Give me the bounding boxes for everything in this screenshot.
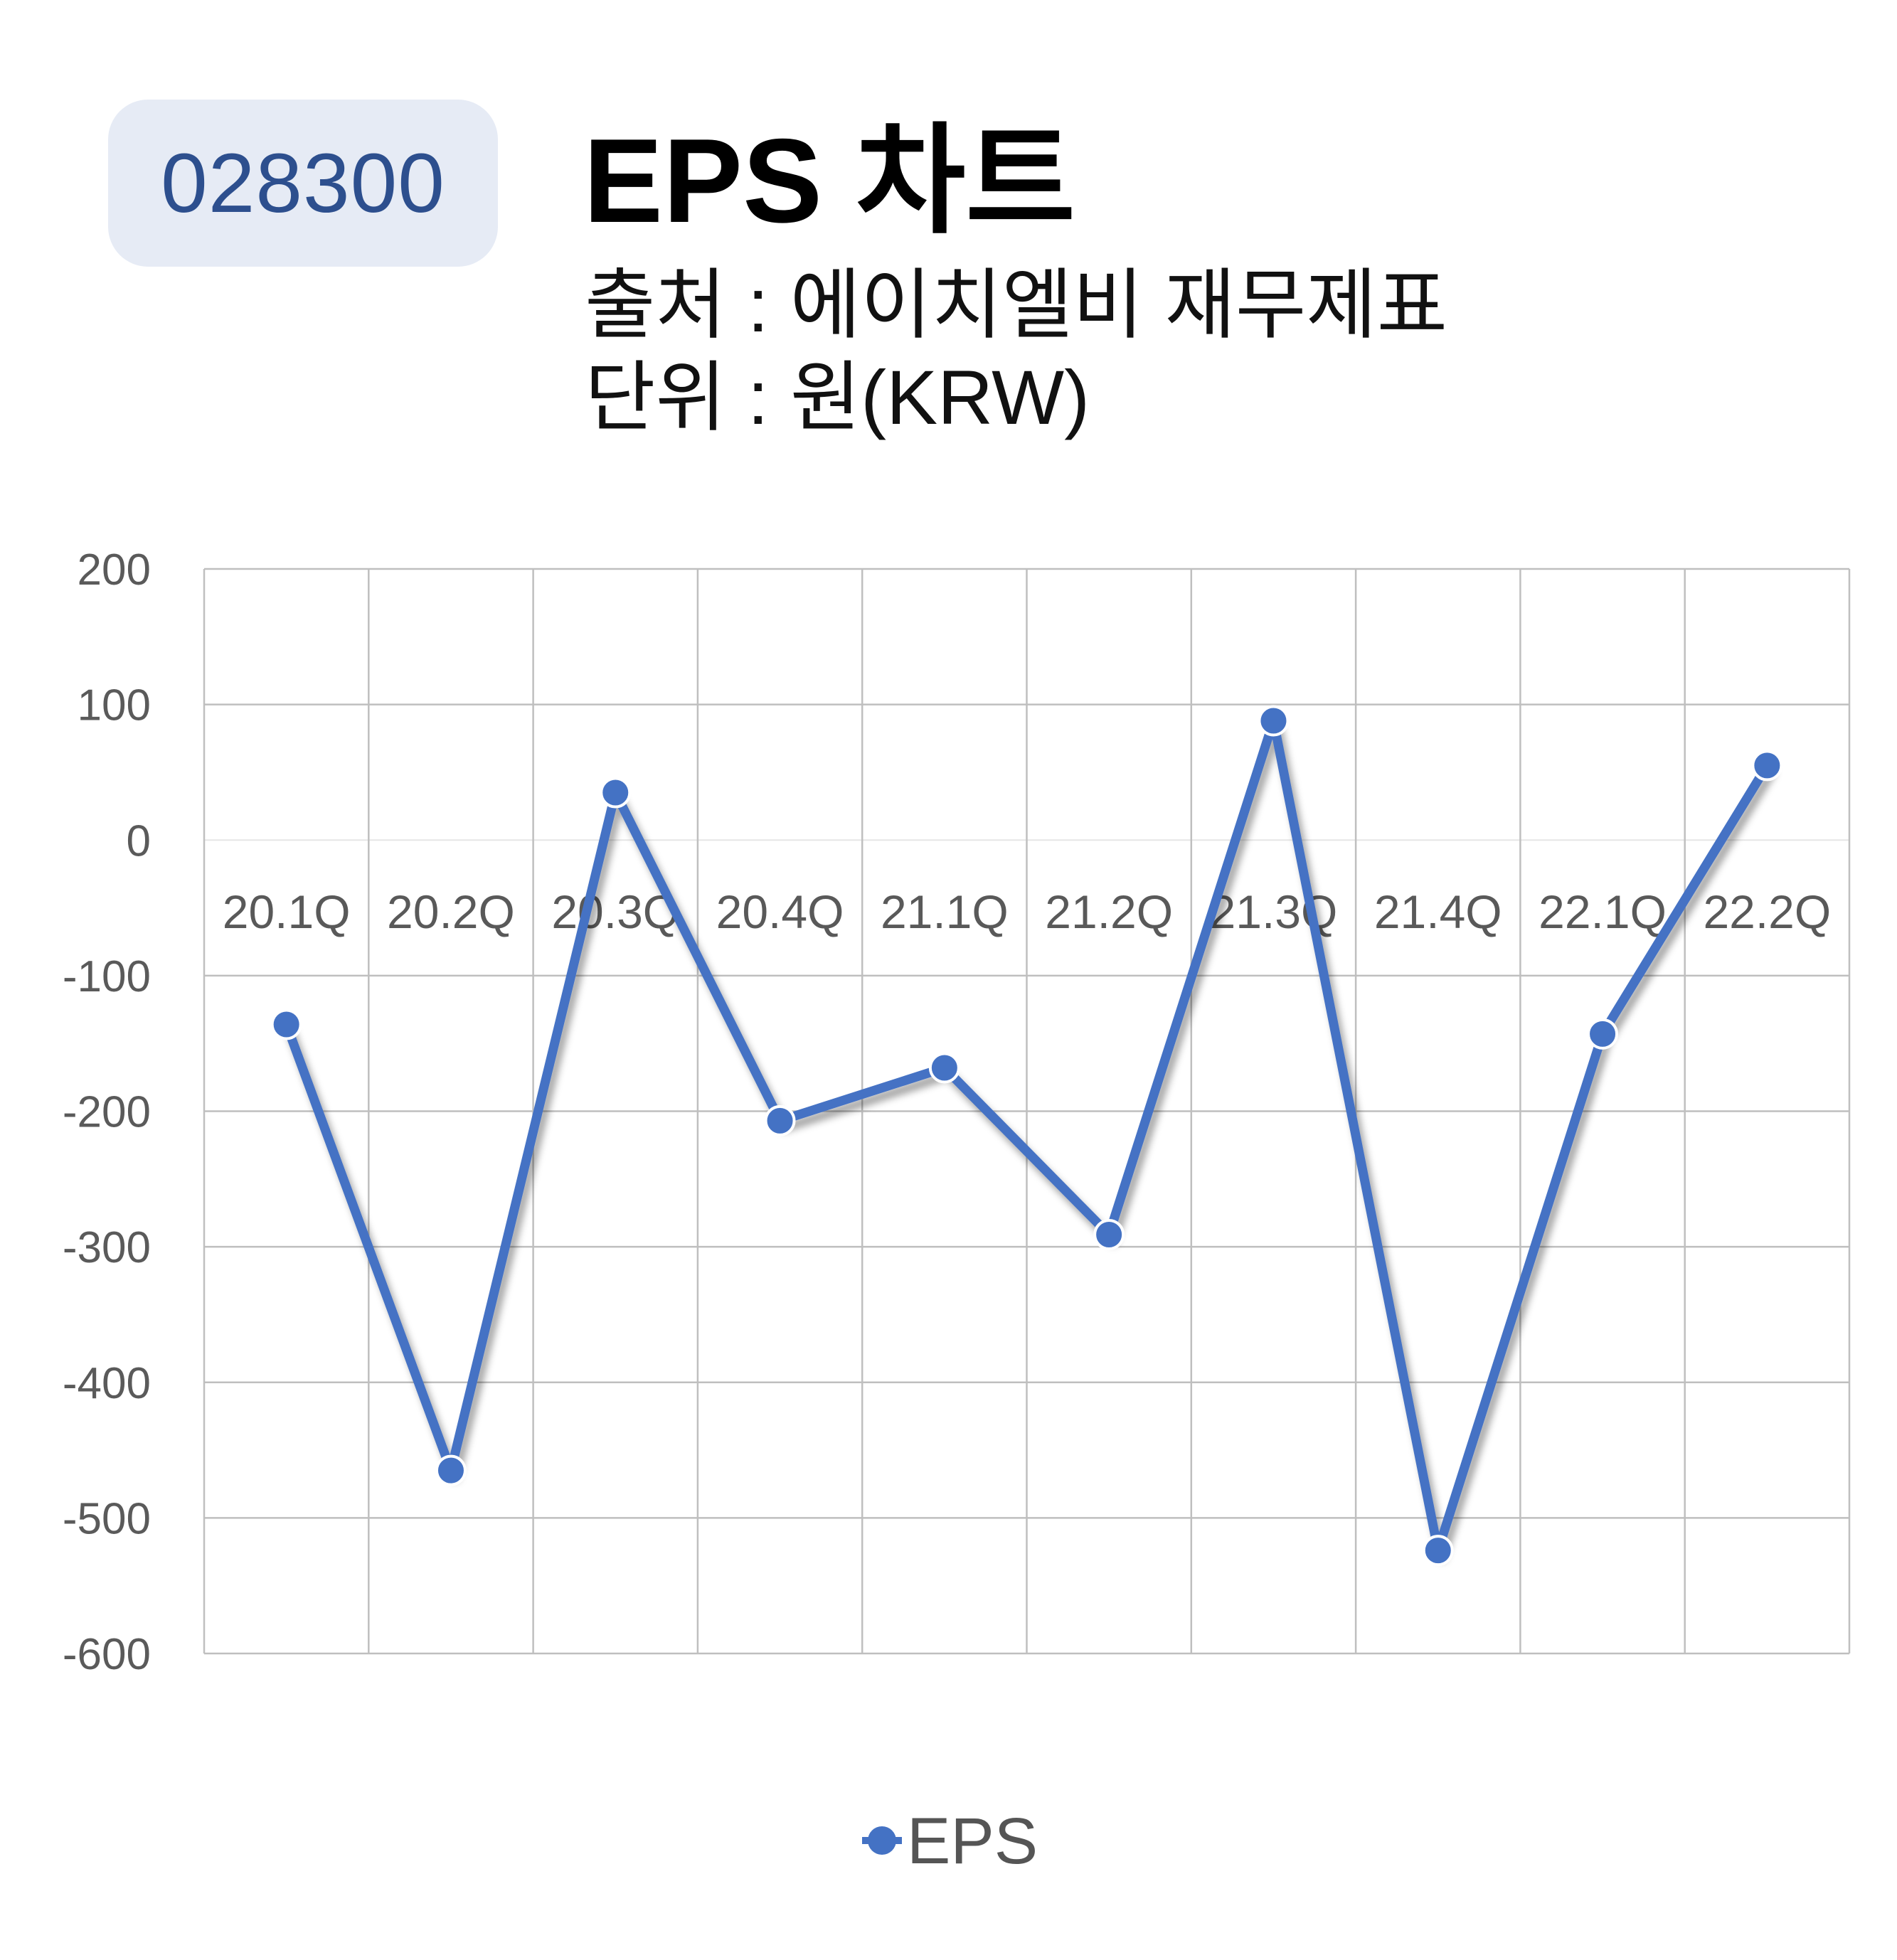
x-tick-label: 21.2Q [1045, 885, 1173, 938]
data-point [1587, 1018, 1619, 1050]
chart-title: EPS 차트 [583, 114, 1075, 247]
y-tick-label: -400 [63, 1359, 151, 1408]
series-eps [270, 705, 1783, 1567]
x-tick-label: 20.3Q [551, 885, 679, 938]
x-tick-label: 22.2Q [1703, 885, 1831, 938]
stock-code-badge: 028300 [108, 100, 498, 267]
source-line: 출처 : 에이치엘비 재무제표 [585, 262, 1447, 348]
legend: EPS [862, 1805, 1038, 1878]
x-tick-label: 20.2Q [387, 885, 515, 938]
stock-code: 028300 [161, 136, 445, 230]
unit-line: 단위 : 원(KRW) [585, 354, 1090, 440]
data-point [928, 1052, 960, 1084]
data-point [1093, 1218, 1125, 1250]
x-axis-ticks: 20.1Q 20.2Q 20.3Q 20.4Q 21.1Q 21.2Q 21.3Q 21.4Q… [223, 885, 1831, 938]
y-tick-label: -600 [63, 1630, 151, 1679]
data-point [1751, 750, 1783, 782]
y-tick-label: -100 [63, 952, 151, 1001]
x-tick-label: 21.1Q [881, 885, 1009, 938]
y-tick-label: 200 [78, 545, 151, 595]
data-point [270, 1008, 302, 1040]
y-tick-label: -200 [63, 1088, 151, 1137]
data-point [1258, 705, 1290, 737]
series-line-eps [282, 716, 1772, 1555]
y-tick-label: 100 [78, 681, 151, 730]
y-tick-label: -300 [63, 1223, 151, 1272]
x-tick-label: 21.4Q [1374, 885, 1502, 938]
x-tick-label: 20.1Q [223, 885, 351, 938]
data-point [600, 777, 632, 809]
y-axis-ticks: 200 100 0 -100 -200 -300 -400 -500 -600 [63, 545, 151, 1679]
data-point [435, 1454, 467, 1486]
legend-label-eps: EPS [907, 1805, 1038, 1878]
y-tick-label: 0 [127, 816, 151, 866]
legend-swatch-marker [868, 1826, 896, 1855]
x-tick-label: 22.1Q [1539, 885, 1667, 938]
data-point [764, 1104, 796, 1136]
data-point [1422, 1535, 1454, 1567]
grid [203, 568, 1851, 1655]
x-tick-label: 20.4Q [716, 885, 844, 938]
y-tick-label: -500 [63, 1494, 151, 1543]
